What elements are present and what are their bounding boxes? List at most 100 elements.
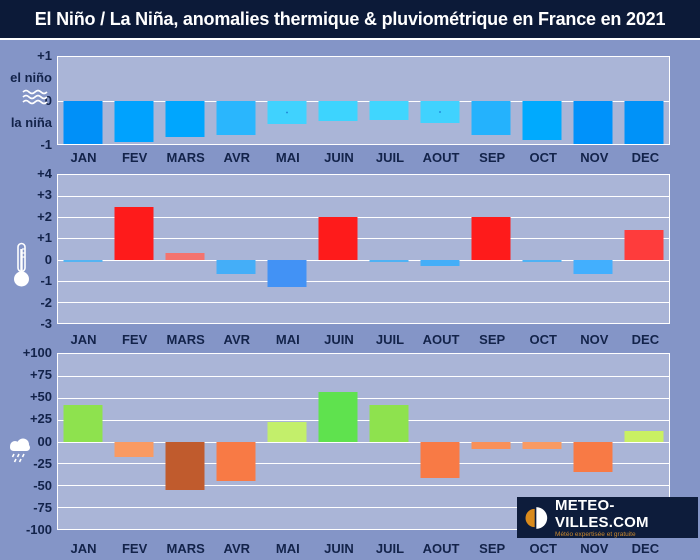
y-tick-label: +100 xyxy=(22,345,52,360)
bar-avr-temperature-anomaly xyxy=(216,259,256,275)
y-tick-label: 0 xyxy=(44,92,52,108)
bar-jan-enso-index xyxy=(63,100,103,144)
month-label: AOUT xyxy=(422,150,460,165)
bar-mai-enso-index xyxy=(267,100,307,125)
y-tick-label: -2 xyxy=(40,294,52,310)
bar-juin-enso-index xyxy=(318,100,358,122)
page-title: El Niño / La Niña, anomalies thermique &… xyxy=(34,8,666,29)
bar-oct-temperature-anomaly xyxy=(522,259,562,262)
meteo-villes-logo-icon xyxy=(525,506,548,529)
y-tick-label: -50 xyxy=(33,477,52,493)
y-tick-label: +2 xyxy=(37,208,52,224)
y-tick-label: +25 xyxy=(29,411,52,427)
gridline xyxy=(58,280,669,282)
bar-avr-precipitation-anomaly xyxy=(216,441,256,481)
month-label: OCT xyxy=(529,332,557,347)
month-label: NOV xyxy=(580,150,609,165)
bar-nov-precipitation-anomaly xyxy=(573,441,613,473)
month-label: MAI xyxy=(275,332,300,347)
month-label: DEC xyxy=(631,541,660,556)
gridline xyxy=(58,419,669,421)
month-label: NOV xyxy=(580,541,609,556)
bar-dec-temperature-anomaly xyxy=(624,229,664,260)
zone-label: el niño xyxy=(10,70,52,86)
bar-juil-temperature-anomaly xyxy=(369,259,409,262)
month-label: MAI xyxy=(275,541,300,556)
gridline xyxy=(58,507,669,509)
bar-oct-enso-index xyxy=(522,100,562,140)
bar-mai-temperature-anomaly xyxy=(267,259,307,288)
bar-juin-precipitation-anomaly xyxy=(318,391,358,442)
bar-nov-enso-index xyxy=(573,100,613,144)
bar-juin-temperature-anomaly xyxy=(318,217,358,260)
bar-dec-precipitation-anomaly xyxy=(624,431,664,442)
month-label: JUIN xyxy=(324,541,354,556)
month-label: AVR xyxy=(223,332,251,347)
bar-jan-temperature-anomaly xyxy=(63,259,103,262)
thermometer-icon xyxy=(14,242,29,287)
month-label: MARS xyxy=(166,332,205,347)
month-label: JUIN xyxy=(324,332,354,347)
y-tick-label: -3 xyxy=(40,316,52,331)
month-label: AVR xyxy=(223,541,251,556)
gridline xyxy=(58,463,669,465)
enso-month-axis: JAN FEV MARS AVR MAI JUIN JUIL AOUT SEP OCT NOV DEC xyxy=(58,150,671,168)
title-bar: El Niño / La Niña, anomalies thermique &… xyxy=(0,0,700,40)
bar-mars-enso-index xyxy=(165,100,205,138)
month-label: JAN xyxy=(70,150,97,165)
gridline xyxy=(58,375,669,377)
month-label: MAI xyxy=(275,150,300,165)
gridline xyxy=(58,441,669,443)
y-tick-label: -75 xyxy=(33,499,52,515)
waves-icon xyxy=(22,89,48,105)
bar-fev-temperature-anomaly xyxy=(114,206,154,260)
y-tick-label: +50 xyxy=(29,389,52,405)
month-label: FEV xyxy=(121,332,148,347)
temperature-chart: +4 +3 +2 +1 0 -1 -2 -3 xyxy=(0,166,700,331)
gridline xyxy=(58,397,669,399)
bar-aout-temperature-anomaly xyxy=(420,259,460,266)
month-label: SEP xyxy=(479,332,506,347)
month-label: JAN xyxy=(70,541,97,556)
bar-mai-precipitation-anomaly xyxy=(267,422,307,442)
bar-fev-enso-index xyxy=(114,100,154,142)
bar-juil-precipitation-anomaly xyxy=(369,404,409,442)
y-tick-label: +1 xyxy=(37,48,52,63)
bar-sep-temperature-anomaly xyxy=(471,217,511,260)
month-label: JUIL xyxy=(375,332,405,347)
month-label: AVR xyxy=(223,150,251,165)
month-label: JAN xyxy=(70,332,97,347)
month-label: AOUT xyxy=(422,541,460,556)
y-tick-label: +75 xyxy=(29,367,52,383)
y-tick-label: -25 xyxy=(33,455,52,471)
y-tick-label: -100 xyxy=(25,522,52,537)
month-label: FEV xyxy=(121,150,148,165)
y-tick-label: +3 xyxy=(37,187,52,203)
logo-text-block: METEO-VILLES.COM Météo expertisée et gra… xyxy=(555,497,692,539)
y-tick-label: 0 xyxy=(44,251,52,267)
bar-mars-precipitation-anomaly xyxy=(165,441,205,490)
month-label: SEP xyxy=(479,541,506,556)
bar-juil-enso-index xyxy=(369,100,409,121)
logo-tagline: Météo expertisée et gratuite xyxy=(555,530,636,538)
month-label: MARS xyxy=(166,150,205,165)
y-tick-label: +1 xyxy=(37,230,52,246)
bar-oct-precipitation-anomaly xyxy=(522,441,562,449)
month-label: OCT xyxy=(529,541,557,556)
gridline xyxy=(58,217,669,219)
bar-nov-temperature-anomaly xyxy=(573,259,613,275)
month-label: MARS xyxy=(166,541,205,556)
temperature-plot-area xyxy=(57,174,670,324)
bar-fev-precipitation-anomaly xyxy=(114,441,154,458)
bar-dec-enso-index xyxy=(624,100,664,144)
bar-sep-precipitation-anomaly xyxy=(471,441,511,449)
month-label: JUIN xyxy=(324,150,354,165)
temperature-y-axis: +4 +3 +2 +1 0 -1 -2 -3 xyxy=(0,166,52,331)
rain-cloud-icon xyxy=(10,438,30,463)
y-tick-label: 00 xyxy=(37,433,52,449)
bar-avr-enso-index xyxy=(216,100,256,136)
gridline xyxy=(58,238,669,240)
enso-plot-area xyxy=(57,56,670,145)
meteo-villes-logo: METEO-VILLES.COM Météo expertisée et gra… xyxy=(517,497,698,538)
